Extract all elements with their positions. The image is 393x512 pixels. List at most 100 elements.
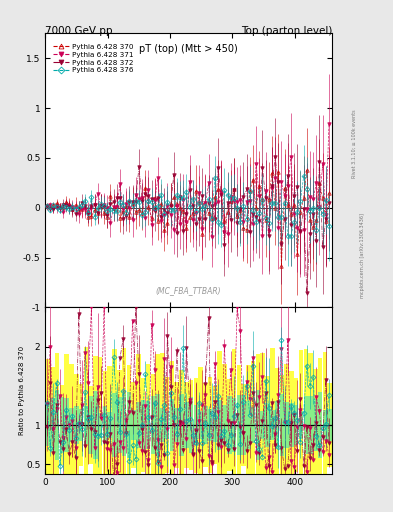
Bar: [136, 354, 141, 496]
Bar: [151, 374, 155, 476]
Bar: [184, 402, 189, 447]
Bar: [303, 349, 308, 501]
Bar: [237, 365, 241, 485]
Text: mcplots.cern.ch [arXiv:1306.3436]: mcplots.cern.ch [arXiv:1306.3436]: [360, 214, 365, 298]
Bar: [203, 406, 208, 444]
Bar: [222, 405, 227, 445]
Bar: [88, 386, 93, 464]
Bar: [127, 365, 131, 485]
Bar: [136, 402, 141, 448]
Bar: [275, 368, 279, 482]
Bar: [127, 392, 131, 458]
Bar: [112, 349, 117, 501]
Bar: [74, 374, 79, 476]
Bar: [170, 399, 174, 451]
Bar: [198, 411, 203, 439]
Bar: [112, 393, 117, 457]
Bar: [107, 412, 112, 438]
Bar: [64, 398, 69, 452]
Bar: [217, 400, 222, 450]
Bar: [155, 354, 160, 496]
Bar: [313, 369, 318, 481]
Bar: [279, 394, 284, 456]
Bar: [131, 410, 136, 440]
Bar: [213, 386, 217, 464]
Bar: [270, 348, 275, 502]
Bar: [294, 378, 299, 472]
Text: (MC_FBA_TTBAR): (MC_FBA_TTBAR): [156, 287, 221, 295]
Bar: [98, 413, 103, 437]
Bar: [179, 370, 184, 480]
Bar: [232, 349, 236, 501]
Text: Rivet 3.1.10; ≥ 100k events: Rivet 3.1.10; ≥ 100k events: [352, 109, 357, 178]
Bar: [227, 379, 231, 471]
Bar: [146, 364, 150, 486]
Bar: [93, 391, 98, 459]
Bar: [256, 354, 260, 496]
Bar: [208, 410, 213, 441]
Bar: [203, 383, 208, 467]
Bar: [93, 356, 98, 495]
Bar: [165, 411, 169, 439]
Bar: [241, 395, 246, 455]
Bar: [69, 409, 74, 441]
Bar: [299, 412, 303, 439]
Bar: [251, 361, 255, 489]
Bar: [84, 347, 88, 503]
Bar: [69, 364, 74, 486]
Bar: [170, 360, 174, 489]
Bar: [285, 402, 289, 448]
Bar: [303, 396, 308, 454]
Bar: [107, 367, 112, 483]
Bar: [55, 353, 59, 497]
Y-axis label: Ratio to Pythia 6.428 370: Ratio to Pythia 6.428 370: [18, 346, 25, 435]
Text: 7000 GeV pp: 7000 GeV pp: [45, 26, 113, 36]
Bar: [193, 405, 198, 445]
Bar: [98, 356, 103, 494]
Bar: [179, 394, 184, 456]
Bar: [122, 394, 127, 456]
Bar: [289, 403, 294, 447]
Bar: [327, 409, 332, 441]
Bar: [222, 364, 227, 486]
Bar: [237, 395, 241, 455]
Bar: [227, 396, 231, 454]
Bar: [74, 407, 79, 444]
Bar: [103, 371, 107, 479]
Bar: [189, 397, 193, 453]
Bar: [122, 348, 127, 502]
Bar: [45, 403, 50, 446]
Bar: [299, 350, 303, 500]
Bar: [198, 367, 203, 483]
Bar: [256, 390, 260, 460]
Bar: [189, 380, 193, 470]
Bar: [308, 396, 313, 455]
Bar: [318, 358, 322, 492]
Bar: [117, 370, 121, 480]
Bar: [213, 408, 217, 442]
Bar: [151, 396, 155, 454]
Bar: [60, 397, 64, 453]
Bar: [117, 397, 121, 453]
Bar: [275, 401, 279, 449]
Text: pT (top) (Mtt > 450): pT (top) (Mtt > 450): [139, 44, 238, 54]
Bar: [160, 353, 165, 497]
Text: Top (parton level): Top (parton level): [241, 26, 332, 36]
Bar: [313, 399, 318, 451]
Bar: [251, 407, 255, 443]
Bar: [318, 392, 322, 458]
Bar: [79, 410, 83, 440]
Bar: [285, 365, 289, 486]
Bar: [103, 406, 107, 444]
Bar: [88, 396, 93, 454]
Bar: [289, 371, 294, 479]
Bar: [131, 382, 136, 468]
Bar: [323, 352, 327, 498]
Bar: [50, 398, 55, 452]
Bar: [327, 383, 332, 467]
Bar: [261, 411, 265, 439]
Bar: [160, 408, 165, 442]
Bar: [265, 376, 270, 474]
Bar: [174, 408, 179, 442]
Bar: [279, 375, 284, 475]
